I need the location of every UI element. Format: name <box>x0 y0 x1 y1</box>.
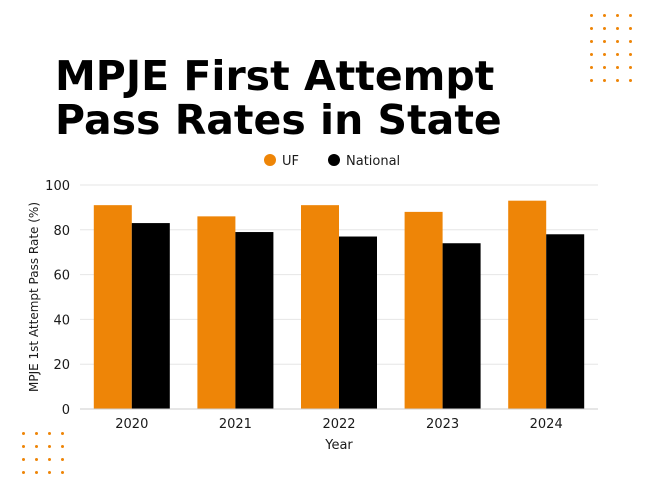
decorative-dot <box>603 53 606 56</box>
decorative-dot <box>22 471 25 474</box>
decorative-dot <box>61 445 64 448</box>
decorative-dot <box>35 445 38 448</box>
decorative-dot <box>61 432 64 435</box>
decorative-dot <box>61 471 64 474</box>
decorative-dot <box>35 471 38 474</box>
decorative-dot <box>616 53 619 56</box>
y-tick-label: 20 <box>53 358 70 373</box>
chart-title: MPJE First Attempt Pass Rates in State <box>55 54 502 142</box>
decorative-dot-grid-top-right <box>590 14 640 84</box>
decorative-dot <box>616 79 619 82</box>
x-tick-label: 2023 <box>426 417 459 432</box>
y-tick-label: 60 <box>53 269 70 284</box>
axes: 0 20 40 60 80 100 2020 2021 2022 2023 2024 <box>45 179 598 432</box>
legend: UF National <box>264 154 400 169</box>
y-tick-label: 0 <box>62 403 70 418</box>
x-axis-label: Year <box>324 438 353 453</box>
decorative-dot <box>603 66 606 69</box>
bars <box>93 200 585 409</box>
decorative-dot <box>616 27 619 30</box>
x-tick-label: 2021 <box>219 417 252 432</box>
decorative-dot <box>48 458 51 461</box>
decorative-dot <box>35 458 38 461</box>
decorative-dot <box>61 458 64 461</box>
bar-national-2024 <box>546 234 585 409</box>
bar-uf-2020 <box>93 205 132 409</box>
decorative-dot <box>629 79 632 82</box>
decorative-dot <box>590 14 593 17</box>
legend-label-uf: UF <box>282 154 299 169</box>
decorative-dot <box>629 27 632 30</box>
decorative-dot <box>603 14 606 17</box>
bar-uf-2022 <box>301 205 339 409</box>
decorative-dot <box>616 14 619 17</box>
decorative-dot <box>22 432 25 435</box>
y-tick-label: 100 <box>45 179 70 194</box>
decorative-dot <box>603 27 606 30</box>
decorative-dot <box>22 445 25 448</box>
decorative-dot <box>590 79 593 82</box>
y-axis-label: MPJE 1st Attempt Pass Rate (%) <box>27 202 41 392</box>
bar-national-2021 <box>235 232 274 409</box>
bar-national-2022 <box>339 236 377 409</box>
bar-uf-2023 <box>404 211 443 409</box>
decorative-dot <box>590 27 593 30</box>
legend-marker-national <box>328 154 340 166</box>
decorative-dot <box>35 432 38 435</box>
decorative-dot <box>603 79 606 82</box>
decorative-dot <box>629 14 632 17</box>
chart-title-line-2: Pass Rates in State <box>55 96 502 144</box>
decorative-dot <box>48 432 51 435</box>
decorative-dot <box>629 53 632 56</box>
decorative-dot <box>616 40 619 43</box>
y-tick-label: 80 <box>53 224 70 239</box>
decorative-dot <box>48 471 51 474</box>
bar-national-2023 <box>442 243 481 409</box>
y-tick-label: 40 <box>53 313 70 328</box>
decorative-dot <box>48 445 51 448</box>
decorative-dot <box>22 458 25 461</box>
decorative-dot <box>590 66 593 69</box>
x-tick-label: 2024 <box>530 417 563 432</box>
legend-label-national: National <box>346 154 400 169</box>
decorative-dot <box>616 66 619 69</box>
x-tick-label: 2020 <box>115 417 148 432</box>
decorative-dot <box>590 40 593 43</box>
legend-marker-uf <box>264 154 276 166</box>
decorative-dot <box>629 40 632 43</box>
chart-title-line-1: MPJE First Attempt <box>55 52 495 100</box>
decorative-dot <box>629 66 632 69</box>
bar-uf-2024 <box>508 200 547 409</box>
bar-uf-2021 <box>197 216 236 409</box>
decorative-dot <box>590 53 593 56</box>
bar-national-2020 <box>131 223 170 409</box>
decorative-dot <box>603 40 606 43</box>
decorative-dot-grid-bottom-left <box>22 432 72 482</box>
x-tick-label: 2022 <box>322 417 355 432</box>
